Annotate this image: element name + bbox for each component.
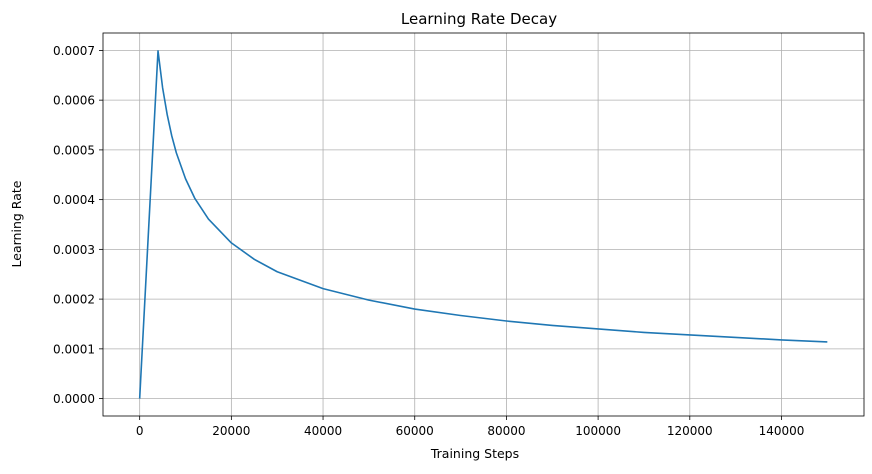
grid-lines xyxy=(103,33,864,416)
y-tick-label: 0.0007 xyxy=(53,44,95,58)
x-tick-label: 40000 xyxy=(304,424,342,438)
y-tick-label: 0.0003 xyxy=(53,243,95,257)
y-tick-label: 0.0001 xyxy=(53,342,95,356)
series-line xyxy=(138,50,828,399)
x-tick-label: 120000 xyxy=(667,424,713,438)
plot-frame xyxy=(102,32,865,417)
series-layer xyxy=(138,50,828,399)
y-axis-ticks: 0.0000 0.0001 0.0002 0.0003 0.0004 0.0005 0.00… xyxy=(53,44,103,406)
y-tick-label: 0.0002 xyxy=(53,293,95,307)
y-axis-label: Learning Rate xyxy=(9,180,24,267)
y-tick-label: 0.0005 xyxy=(53,143,95,157)
x-axis-ticks: 0 20000 40000 60000 80000 100000 120000 140000 xyxy=(136,416,805,438)
x-tick-label: 20000 xyxy=(212,424,250,438)
y-tick-label: 0.0004 xyxy=(53,193,95,207)
y-tick-label: 0.0000 xyxy=(53,392,95,406)
x-tick-label: 60000 xyxy=(396,424,434,438)
x-tick-label: 0 xyxy=(136,424,144,438)
y-tick-label: 0.0006 xyxy=(53,94,95,108)
x-tick-label: 100000 xyxy=(575,424,621,438)
chart-title: Learning Rate Decay xyxy=(401,10,557,28)
x-tick-label: 80000 xyxy=(487,424,525,438)
x-tick-label: 140000 xyxy=(759,424,805,438)
x-axis-label: Training Steps xyxy=(430,446,519,461)
